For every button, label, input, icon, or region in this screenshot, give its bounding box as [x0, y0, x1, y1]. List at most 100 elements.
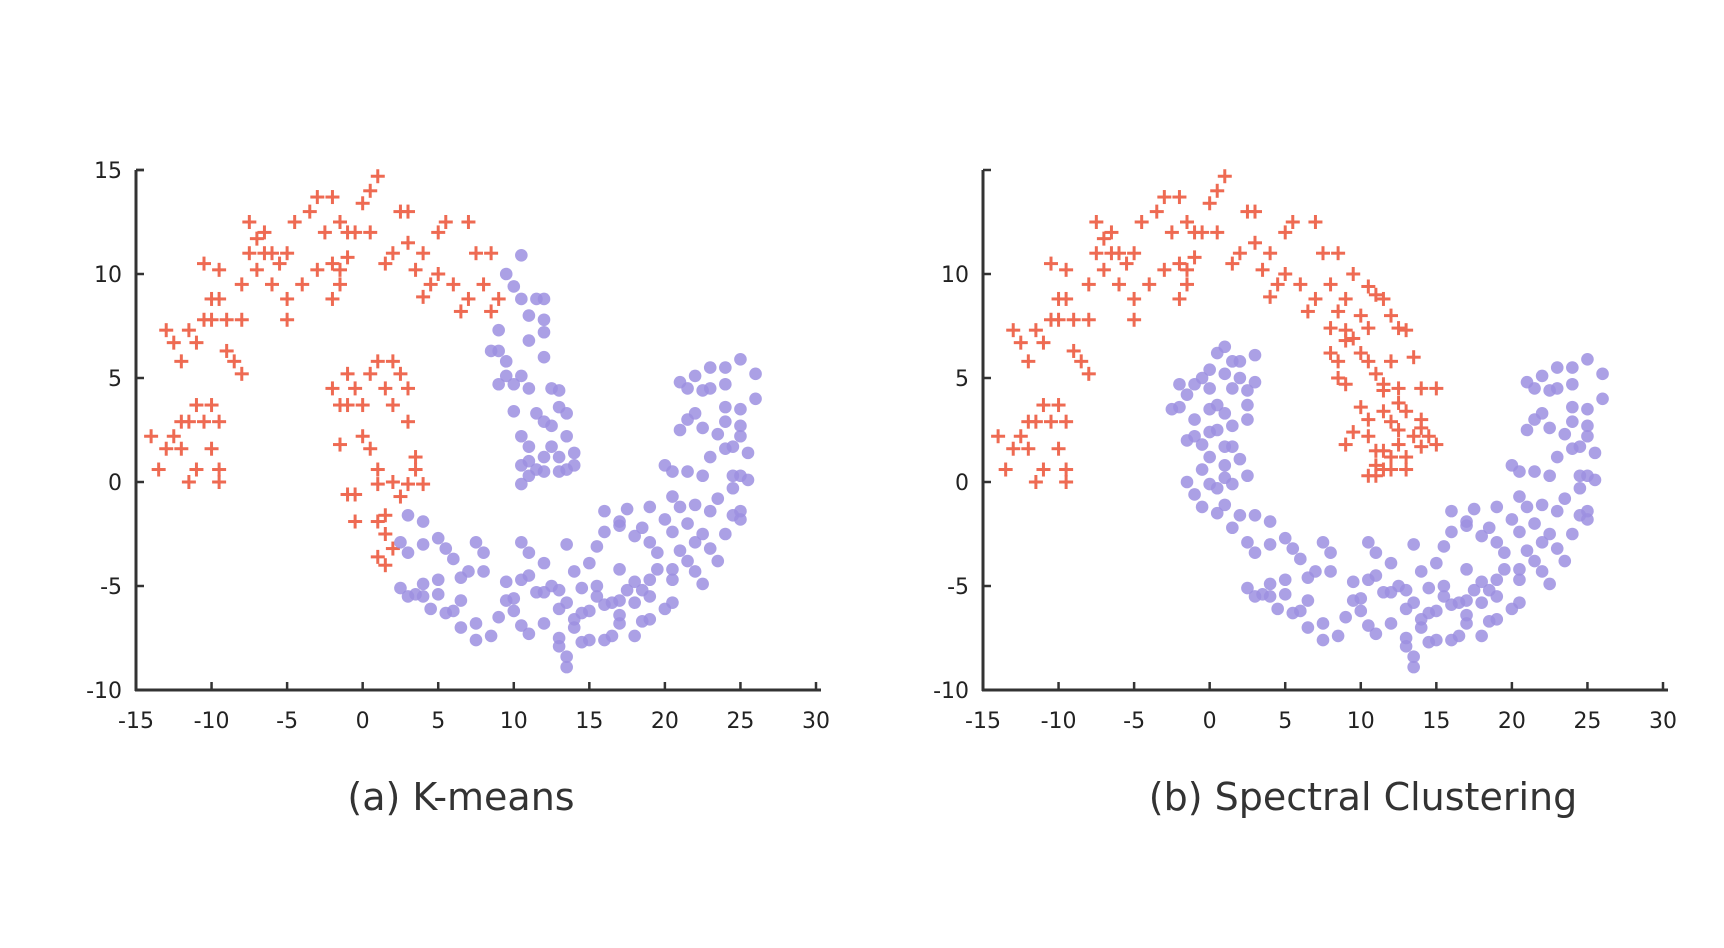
dot-point [1233, 452, 1247, 466]
y-tick-label: -5 [100, 575, 122, 600]
cross-point [408, 262, 423, 277]
cross-point [1127, 246, 1142, 261]
dot-point [734, 352, 747, 366]
dot-point [1278, 588, 1292, 601]
cross-point [181, 414, 196, 429]
dot-point [431, 531, 445, 545]
cross-point [1331, 304, 1346, 319]
cross-point [1361, 321, 1376, 336]
dot-point [1460, 563, 1473, 576]
dot-point [1173, 377, 1186, 391]
dot-point [1550, 542, 1564, 555]
cross-point [1391, 423, 1406, 437]
cross-point [385, 354, 400, 369]
cross-point [1112, 277, 1126, 292]
dot-point [431, 588, 445, 601]
dot-point [1263, 538, 1277, 551]
cross-point [1172, 291, 1187, 306]
cross-point [1323, 277, 1338, 292]
cross-point [408, 462, 423, 477]
dot-point [711, 427, 725, 441]
dot-point [643, 536, 657, 549]
cross-point [189, 398, 204, 413]
dot-point [447, 552, 460, 566]
cross-point [212, 462, 227, 477]
dot-point [1278, 573, 1292, 587]
cross-point [393, 366, 408, 381]
dot-point [1241, 581, 1254, 595]
dot-point [749, 392, 762, 406]
dot-point [583, 556, 596, 570]
cross-point [1331, 354, 1346, 369]
cross-point [1278, 225, 1293, 240]
dot-point [499, 369, 513, 383]
cross-point [219, 343, 234, 358]
dot-point [1369, 569, 1383, 582]
dot-point [552, 450, 566, 464]
dot-point [499, 355, 513, 368]
dot-point [719, 400, 732, 414]
cross-point [1036, 462, 1051, 477]
cross-point [1331, 371, 1346, 385]
dot-point [1452, 629, 1466, 643]
cross-point [461, 291, 476, 306]
cross-point [453, 304, 468, 319]
cross-point [159, 441, 174, 456]
dot-point [1550, 361, 1564, 374]
cross-point [423, 277, 438, 292]
dot-point [507, 592, 521, 605]
dot-point [1513, 573, 1526, 587]
scatter-marks [144, 169, 762, 674]
x-tick-label: -10 [194, 709, 230, 734]
cross-point [1376, 383, 1391, 398]
dot-point [1573, 440, 1587, 453]
dot-point [530, 407, 543, 420]
dot-point [1528, 465, 1541, 478]
dot-point [1180, 388, 1194, 401]
cross-point [272, 256, 287, 271]
cross-point [461, 215, 476, 229]
dot-point [1422, 635, 1436, 649]
dot-point [613, 515, 626, 528]
caption: (a) K-means [347, 775, 574, 819]
cross-point [1308, 291, 1323, 306]
x-tick-label: 20 [1498, 709, 1526, 734]
dot-point [598, 525, 611, 539]
dot-point [1210, 481, 1224, 495]
dot-point [719, 377, 732, 391]
dot-point [628, 575, 641, 589]
cross-point [491, 291, 506, 306]
dot-point [454, 621, 468, 634]
cross-point [1270, 277, 1285, 292]
y-tick-label: 0 [108, 471, 122, 496]
dot-point [613, 608, 626, 622]
dot-point [1203, 450, 1216, 464]
cross-point [1225, 256, 1240, 271]
dot-point [1520, 500, 1534, 514]
y-tick-label: 5 [955, 367, 969, 392]
dot-point [537, 313, 551, 327]
dot-point [635, 521, 649, 535]
x-tick-label: 10 [500, 709, 528, 734]
cross-point [1232, 246, 1247, 261]
chart-panel-kmeans: -15 -10 -5 0 5 10 15 20 25 30 -10 -5 0 5 10 15 (a) K-me… [86, 159, 830, 819]
cross-point [1217, 169, 1232, 184]
dot-point [560, 429, 573, 443]
dot-point [643, 500, 657, 514]
dot-point [673, 375, 687, 389]
cross-point [174, 441, 189, 456]
dot-point [1362, 536, 1375, 549]
dot-point [469, 617, 483, 630]
cross-point [1293, 277, 1308, 292]
dot-point [1218, 340, 1232, 354]
cross-point [401, 235, 415, 250]
cross-point [1187, 250, 1202, 265]
dot-point [651, 546, 664, 560]
cross-point [1278, 267, 1293, 281]
dot-point [560, 463, 573, 476]
dot-point [537, 292, 551, 306]
dot-point [673, 544, 687, 557]
dot-point [1407, 650, 1420, 664]
dot-point [537, 350, 551, 364]
dot-point [1362, 619, 1375, 632]
